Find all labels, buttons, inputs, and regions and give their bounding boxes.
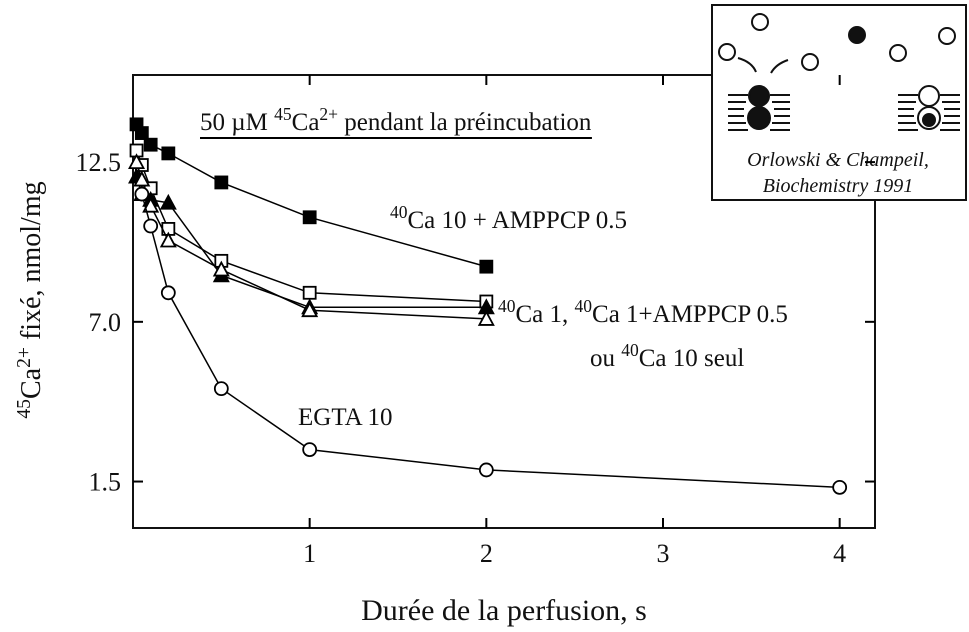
plot-frame [132, 74, 876, 529]
data-point [143, 218, 159, 234]
annotation-part: 45 [274, 104, 292, 124]
data-point [134, 186, 150, 202]
annotation: 50 µM 45Ca2+ pendant la préincubation [200, 104, 592, 136]
data-point [212, 260, 230, 277]
inset-caption: Orlowski & Champeil, [747, 149, 929, 171]
y-axis-label-part: Ca [16, 367, 47, 399]
data-point [128, 153, 146, 170]
series-line [135, 123, 487, 268]
data-point [302, 285, 317, 300]
annotation-part: 2+ [319, 104, 338, 124]
annotation-part: 40 [498, 296, 516, 316]
y-axis-label-part: 45 [14, 399, 35, 419]
y-axis-label: 45Ca2+ fixé, nmol/mg [14, 181, 48, 418]
annotation-part: Ca [292, 109, 320, 136]
x-axis-label: Durée de la perfusion, s [361, 594, 647, 627]
data-point [832, 479, 848, 495]
annotation: 40Ca 1, 40Ca 1+AMPPCP 0.5 [498, 296, 788, 328]
data-point [479, 259, 494, 274]
data-point [133, 170, 151, 187]
annotation-part: 50 µM [200, 109, 274, 136]
data-point [161, 146, 176, 161]
data-point [142, 196, 160, 213]
x-tick-label: 1 [303, 539, 316, 568]
y-tick-label: 12.5 [76, 148, 122, 177]
inset: Orlowski & Champeil, Biochemistry 1991 [711, 4, 967, 201]
y-axis-label-part: 2+ [14, 347, 35, 368]
annotation-part: ou [590, 345, 621, 372]
inset-drawing [718, 13, 960, 131]
annotation-part: pendant la préincubation [338, 109, 592, 136]
inset-caption: Biochemistry 1991 [763, 175, 914, 197]
data-point [478, 462, 494, 478]
data-point [302, 210, 317, 225]
annotation-part: 40 [390, 202, 408, 222]
data-point [214, 175, 229, 190]
annotation-part: Ca 1, [516, 301, 575, 328]
annotation-part: 40 [575, 296, 593, 316]
annotation-part: 40 [621, 340, 639, 360]
data-point [160, 285, 176, 301]
y-tick-label: 7.0 [89, 308, 122, 337]
annotation: ou 40Ca 10 seul [590, 340, 744, 372]
x-tick-label: 3 [657, 539, 670, 568]
data-point [159, 193, 177, 210]
x-tick-label: 4 [833, 539, 846, 568]
data-point [477, 310, 495, 326]
annotation-part: Ca 10 seul [639, 345, 745, 372]
x-tick-label: 2 [480, 539, 493, 568]
annotation: 40Ca 10 + AMPPCP 0.5 [390, 202, 627, 234]
data-point [302, 442, 318, 457]
annotation-part: Ca 10 + AMPPCP 0.5 [408, 207, 627, 234]
data-point [301, 301, 319, 318]
series-line [141, 193, 840, 489]
y-axis-label-part: fixé, nmol/mg [16, 181, 47, 347]
data-point [213, 381, 229, 397]
annotation: EGTA 10 [298, 404, 393, 431]
data-point [143, 137, 158, 152]
annotation-part: EGTA 10 [298, 404, 393, 431]
data-point [134, 126, 149, 140]
data-point [159, 231, 177, 248]
y-tick-label: 1.5 [89, 468, 122, 497]
annotation-part: Ca 1+AMPPCP 0.5 [592, 301, 788, 328]
